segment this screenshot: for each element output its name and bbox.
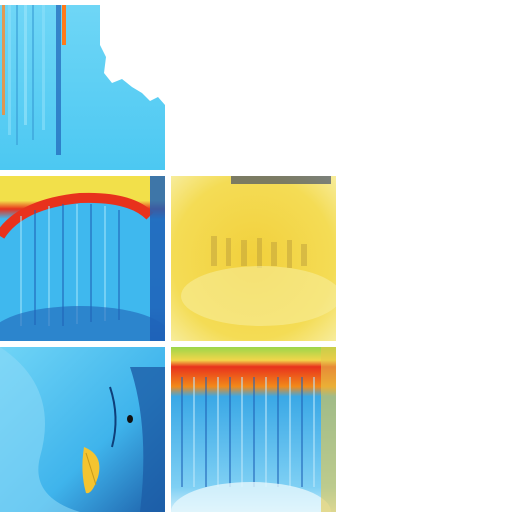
tile-yellow-texture — [171, 176, 336, 341]
blue-fin-image — [0, 5, 165, 170]
tile-rainbow-arc — [0, 176, 165, 341]
blue-fish-image — [0, 347, 165, 512]
rainbow-arc-image — [0, 176, 165, 341]
rainbow-stripes-image — [171, 347, 336, 512]
yellow-texture-image — [171, 176, 336, 341]
tile-blue-fin-torn — [0, 5, 165, 170]
tile-rainbow-stripes — [171, 347, 336, 512]
tile-blue-fish-yellow-fin — [0, 347, 165, 512]
